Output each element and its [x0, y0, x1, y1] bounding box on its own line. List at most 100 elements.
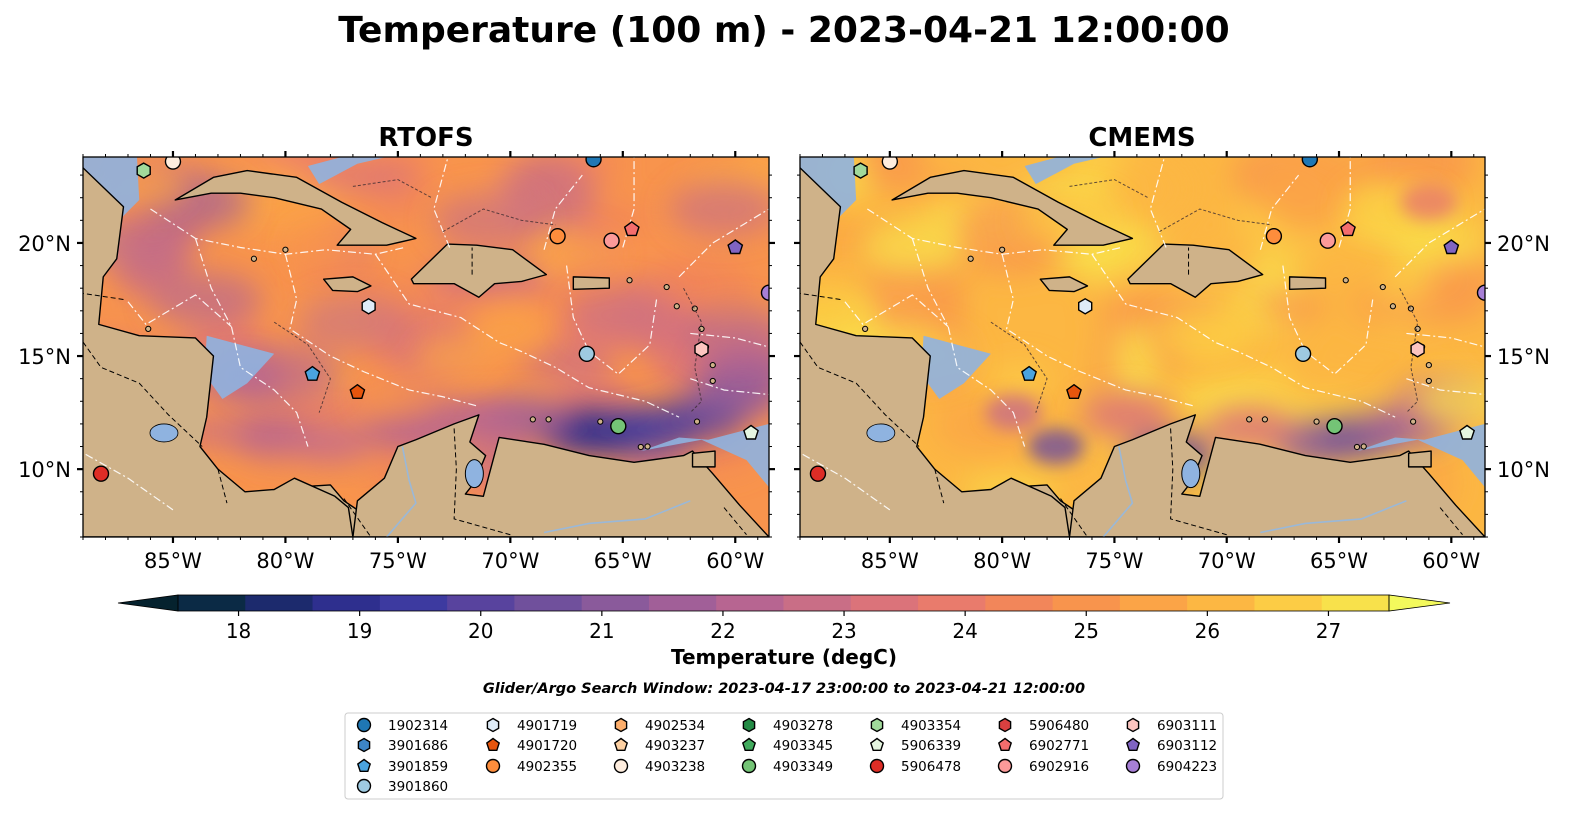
legend-item-4901720: 4901720 — [485, 737, 577, 754]
island — [1261, 416, 1269, 423]
float-marker-4903354 — [136, 162, 151, 179]
legend-marker-6902916 — [997, 758, 1013, 774]
legend-label: 4902534 — [645, 718, 705, 734]
float-marker-4902355 — [1265, 227, 1283, 245]
legend-label: 4903238 — [645, 759, 705, 775]
landmass — [800, 166, 1071, 537]
float-marker-5906339 — [743, 424, 759, 440]
colorbar-cell — [581, 595, 650, 611]
float-marker-4901719 — [1077, 297, 1093, 315]
legend-marker-5906339 — [869, 737, 885, 751]
legend-label: 5906478 — [901, 759, 961, 775]
island — [1379, 283, 1386, 291]
legend-marker-6903112 — [1125, 737, 1141, 751]
legend-item-5906478: 5906478 — [869, 758, 961, 775]
lon-tick-label: 60°W — [706, 549, 764, 573]
island — [1410, 418, 1417, 425]
float-marker-4902355 — [549, 227, 566, 245]
island — [637, 443, 644, 451]
legend-item-4901719: 4901719 — [486, 717, 577, 734]
lon-tick-label: 65°W — [1310, 549, 1368, 573]
river — [386, 446, 417, 537]
eez-boundary — [800, 452, 891, 511]
legend-label: 6903112 — [1157, 738, 1217, 754]
island — [282, 246, 289, 253]
legend-marker-6903111 — [1126, 717, 1140, 733]
float-marker-6903111 — [694, 340, 709, 358]
colorbar-cell — [1052, 595, 1121, 611]
lon-tick-label: 85°W — [861, 549, 919, 573]
legend-item-4902534: 4902534 — [614, 717, 705, 734]
temperature-field-rtofs — [83, 157, 769, 537]
float-marker-6904223 — [760, 284, 769, 301]
island — [529, 416, 536, 423]
eez-boundary — [911, 238, 1026, 447]
float-marker-4903354 — [853, 162, 868, 179]
eez-boundary — [1001, 254, 1194, 407]
island — [145, 325, 152, 333]
colorbar-frame — [177, 594, 1390, 612]
colorbar-label: Temperature (degC) — [671, 645, 897, 669]
float-marker-3901859 — [304, 365, 321, 381]
legend-marker-3901860 — [356, 778, 372, 794]
eez-boundary — [565, 265, 658, 375]
island — [967, 255, 974, 262]
colorbar-cell — [447, 595, 515, 611]
map-panel-cmems: CMEMS 85°W 80°W 75°W 70°W 65°W 60°W 10°N 15°N 20… — [794, 123, 1550, 573]
legend-label: 4903345 — [773, 738, 833, 754]
panel-title-rtofs: RTOFS — [378, 123, 473, 153]
float-marker-4901720 — [349, 383, 366, 399]
island — [709, 377, 716, 385]
legend-marker-3901686 — [357, 737, 371, 753]
legend-item-4903278: 4903278 — [742, 717, 833, 734]
legend-item-3901860: 3901860 — [356, 778, 448, 795]
lat-tick-label: 10°N — [18, 458, 71, 482]
eez-boundary — [284, 254, 477, 407]
colorbar: 18 19 20 21 22 23 24 25 26 27 Temperature (degC) — [117, 594, 1451, 669]
country-border — [83, 341, 203, 447]
eez-lines-rtofs — [83, 157, 769, 511]
landmass — [691, 450, 716, 468]
lake-nicaragua — [866, 423, 896, 443]
float-marker-6903112 — [1443, 239, 1460, 255]
legend-marker-5906480 — [998, 717, 1012, 733]
island — [250, 255, 258, 262]
float-marker-4901719 — [361, 297, 376, 315]
float-marker-1902314 — [585, 157, 602, 168]
lon-tick-label: 70°W — [1198, 549, 1256, 573]
land-rtofs — [83, 166, 769, 537]
legend-item-6903112: 6903112 — [1125, 737, 1217, 754]
legend-marker-4901719 — [486, 717, 500, 733]
float-marker-5906478 — [92, 465, 110, 482]
float-marker-6902771 — [623, 221, 640, 237]
eez-boundary — [1406, 378, 1485, 396]
depth-contour — [1069, 179, 1149, 199]
legend-marker-4903278 — [742, 717, 756, 733]
lon-tick-label: 75°W — [1085, 549, 1143, 573]
legend-label: 6902771 — [1029, 738, 1089, 754]
depth-contour — [442, 208, 556, 233]
legend-item-5906339: 5906339 — [869, 737, 961, 754]
map-frame-rtofs — [82, 156, 770, 538]
river — [543, 500, 691, 534]
lon-tick-label: 85°W — [144, 549, 202, 573]
country-border — [453, 428, 511, 536]
landmass — [83, 166, 354, 537]
legend-item-4903238: 4903238 — [613, 758, 705, 775]
river — [1260, 500, 1407, 534]
colorbar-tick-label: 23 — [831, 619, 856, 643]
lat-tick-label: 20°N — [1497, 232, 1550, 256]
landmass — [1039, 276, 1089, 293]
legend-marker-4901720 — [485, 737, 501, 751]
lat-tick-label: 20°N — [18, 232, 71, 256]
legend-item-6903111: 6903111 — [1126, 717, 1217, 734]
lat-tick-label: 15°N — [1497, 345, 1550, 369]
lon-tick-label: 80°W — [973, 549, 1031, 573]
depth-contour — [683, 287, 703, 413]
island — [1360, 443, 1367, 450]
legend-label: 3901860 — [388, 779, 448, 795]
landmass — [572, 276, 611, 291]
figure-title: Temperature (100 m) - 2023-04-21 12:00:0… — [338, 10, 1229, 51]
landmass — [1127, 243, 1264, 298]
